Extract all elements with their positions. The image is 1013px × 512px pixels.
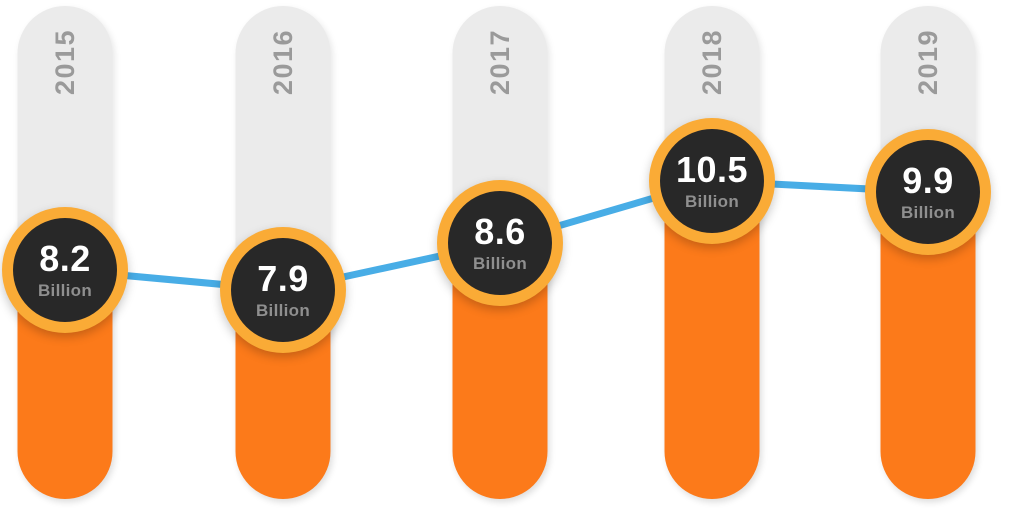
value-number: 9.9 — [902, 160, 954, 201]
value-bubble-ring: 10.5 Billion — [649, 118, 775, 244]
value-number: 8.6 — [474, 211, 526, 252]
year-label: 2016 — [267, 28, 298, 96]
value-number: 7.9 — [257, 258, 309, 299]
value-bubble: 9.9 Billion — [876, 140, 980, 244]
value-bubble: 8.6 Billion — [448, 191, 552, 295]
value-bubble: 10.5 Billion — [660, 129, 764, 233]
value-number: 10.5 — [675, 149, 749, 190]
year-label: 2018 — [696, 28, 727, 96]
value-bubble: 8.2 Billion — [13, 218, 117, 322]
year-label: 2019 — [912, 28, 943, 96]
value-bubble-ring: 8.6 Billion — [437, 180, 563, 306]
value-unit: Billion — [472, 254, 528, 273]
year-label: 2015 — [49, 28, 80, 96]
value-bubble-ring: 9.9 Billion — [865, 129, 991, 255]
value-bubble-ring: 8.2 Billion — [2, 207, 128, 333]
value-unit: Billion — [900, 203, 956, 222]
year-label: 2017 — [484, 28, 515, 96]
value-bubble: 7.9 Billion — [231, 238, 335, 342]
value-unit: Billion — [684, 192, 740, 211]
value-number: 8.2 — [39, 238, 91, 279]
value-bubble-ring: 7.9 Billion — [220, 227, 346, 353]
value-unit: Billion — [255, 301, 311, 320]
value-unit: Billion — [37, 281, 93, 300]
